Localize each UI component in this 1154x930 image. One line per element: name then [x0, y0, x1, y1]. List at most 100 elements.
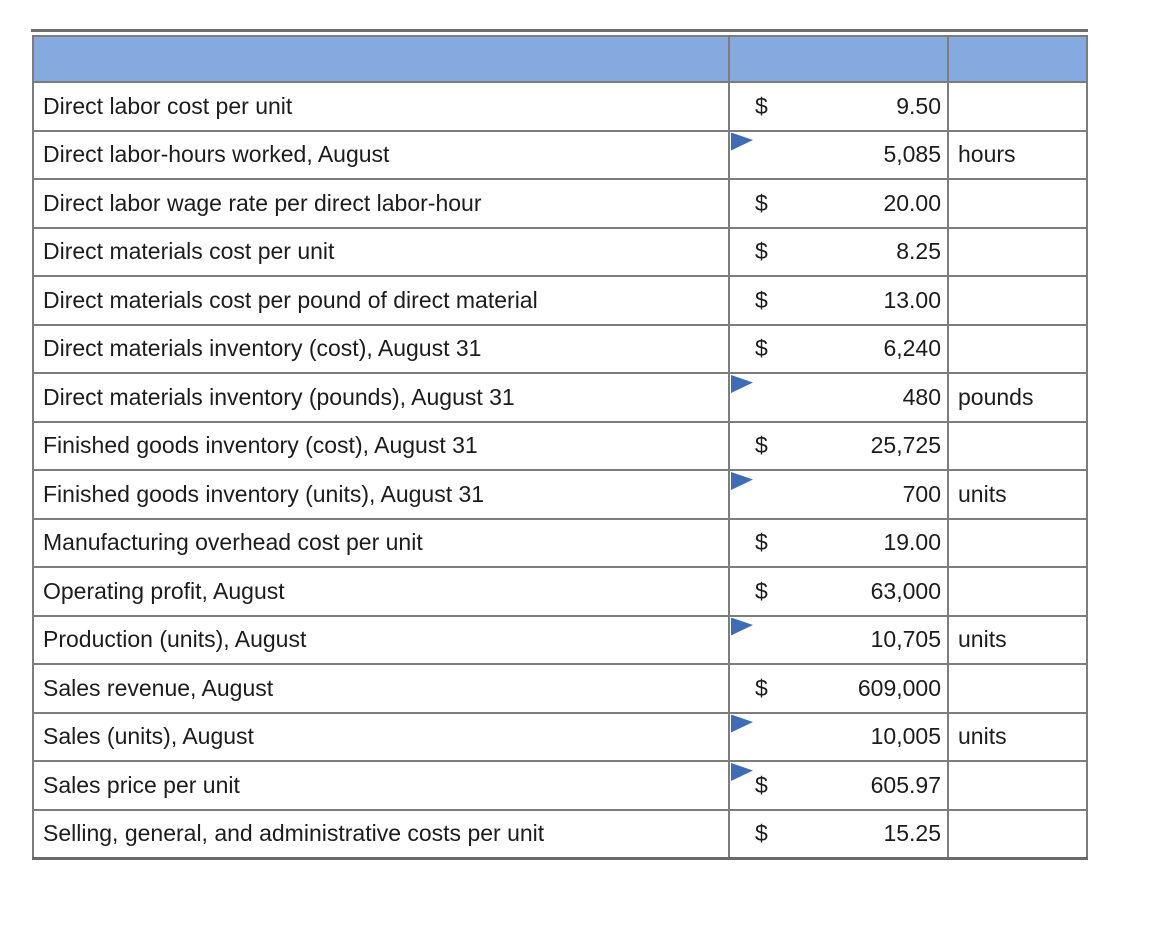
currency-symbol: $ [755, 238, 768, 265]
value-number: 19.00 [883, 529, 941, 556]
value-static-cell: $15.25 [728, 808, 949, 859]
table-row: Direct labor wage rate per direct labor-… [32, 178, 1088, 229]
table-row: Sales revenue, August $609,000 [32, 663, 1088, 714]
value-number: 6,240 [883, 335, 941, 362]
value-number: 480 [902, 383, 941, 410]
value-content: $13.00 [730, 287, 947, 314]
unit-label [947, 566, 1088, 617]
value-content: $25,725 [730, 432, 947, 459]
unit-label [947, 760, 1088, 811]
table-row: Direct materials cost per unit $8.25 [32, 226, 1088, 277]
currency-symbol: $ [755, 577, 768, 604]
currency-symbol: $ [755, 820, 768, 846]
value-number: 609,000 [857, 674, 941, 701]
row-label: Finished goods inventory (units), August… [32, 469, 730, 520]
value-number: 13.00 [883, 286, 941, 313]
table-row: Direct labor-hours worked, August 5,085 ho… [32, 129, 1088, 180]
value-number: 25,725 [870, 432, 941, 459]
table-row: Sales (units), August 10,005 units [32, 711, 1088, 762]
value-number: 20.00 [883, 189, 941, 216]
header-row [32, 35, 1088, 83]
value-static-cell: $13.00 [728, 275, 949, 326]
value-content: $609,000 [730, 675, 947, 702]
value-content: $63,000 [730, 578, 947, 605]
value-number: 605.97 [870, 771, 941, 798]
table-row: Direct labor cost per unit $9.50 [32, 81, 1088, 132]
unit-label: hours [947, 129, 1088, 180]
value-static-cell: $8.25 [728, 226, 949, 277]
value-input-cell[interactable]: $605.97 [728, 760, 949, 811]
currency-symbol: $ [755, 92, 768, 119]
value-input-cell[interactable]: 5,085 [728, 129, 949, 180]
unit-label [947, 323, 1088, 374]
value-number: 9.50 [896, 92, 941, 119]
table-row: Selling, general, and administrative cos… [32, 808, 1088, 859]
row-label: Sales (units), August [32, 711, 730, 762]
table-top-rule [31, 29, 1088, 32]
value-content: 5,085 [730, 141, 947, 168]
row-label: Direct labor-hours worked, August [32, 129, 730, 180]
row-label: Operating profit, August [32, 566, 730, 617]
unit-label [947, 420, 1088, 471]
unit-label [947, 178, 1088, 229]
table-row: Operating profit, August $63,000 [32, 566, 1088, 617]
value-input-cell[interactable]: 10,005 [728, 711, 949, 762]
row-label: Direct labor wage rate per direct labor-… [32, 178, 730, 229]
row-label: Production (units), August [32, 614, 730, 665]
row-label: Direct materials cost per pound of direc… [32, 275, 730, 326]
value-content: $8.25 [730, 238, 947, 265]
value-input-cell[interactable]: 700 [728, 469, 949, 520]
table-row: Manufacturing overhead cost per unit $19.… [32, 517, 1088, 568]
value-content: 480 [730, 384, 947, 411]
value-content: 10,705 [730, 626, 947, 653]
value-number: 700 [902, 480, 941, 507]
value-number: 5,085 [883, 141, 941, 168]
row-label: Selling, general, and administrative cos… [32, 808, 730, 859]
row-label: Sales price per unit [32, 760, 730, 811]
unit-label: pounds [947, 372, 1088, 423]
row-label: Direct materials inventory (pounds), Aug… [32, 372, 730, 423]
value-static-cell: $63,000 [728, 566, 949, 617]
value-number: 8.25 [896, 238, 941, 265]
table-row: Direct materials cost per pound of direc… [32, 275, 1088, 326]
spreadsheet-table: Direct labor cost per unit $9.50 Direct la… [32, 35, 1088, 860]
unit-label: units [947, 711, 1088, 762]
row-label: Direct labor cost per unit [32, 81, 730, 132]
table-row: Production (units), August 10,705 units [32, 614, 1088, 665]
unit-label [947, 81, 1088, 132]
table-row: Finished goods inventory (cost), August … [32, 420, 1088, 471]
header-cell-value [728, 35, 949, 83]
row-label: Direct materials inventory (cost), Augus… [32, 323, 730, 374]
table-row: Direct materials inventory (cost), Augus… [32, 323, 1088, 374]
value-static-cell: $19.00 [728, 517, 949, 568]
currency-symbol: $ [755, 529, 768, 556]
table-row: Finished goods inventory (units), August… [32, 469, 1088, 520]
unit-label [947, 808, 1088, 859]
header-cell-label [32, 35, 730, 83]
value-content: $6,240 [730, 335, 947, 362]
currency-symbol: $ [755, 335, 768, 362]
value-content: $9.50 [730, 93, 947, 120]
currency-symbol: $ [755, 432, 768, 459]
value-static-cell: $20.00 [728, 178, 949, 229]
value-content: $20.00 [730, 190, 947, 217]
currency-symbol: $ [755, 189, 768, 216]
value-content: $15.25 [730, 820, 947, 847]
value-input-cell[interactable]: 10,705 [728, 614, 949, 665]
header-cell-unit [947, 35, 1088, 83]
value-static-cell: $6,240 [728, 323, 949, 374]
value-content: 10,005 [730, 723, 947, 750]
value-number: 15.25 [883, 820, 941, 846]
value-static-cell: $9.50 [728, 81, 949, 132]
table-row: Sales price per unit $605.97 [32, 760, 1088, 811]
value-content: 700 [730, 481, 947, 508]
value-static-cell: $25,725 [728, 420, 949, 471]
currency-symbol: $ [755, 674, 768, 701]
row-label: Direct materials cost per unit [32, 226, 730, 277]
value-number: 10,705 [870, 626, 941, 653]
value-content: $605.97 [730, 772, 947, 799]
value-static-cell: $609,000 [728, 663, 949, 714]
value-input-cell[interactable]: 480 [728, 372, 949, 423]
row-label: Manufacturing overhead cost per unit [32, 517, 730, 568]
unit-label [947, 275, 1088, 326]
